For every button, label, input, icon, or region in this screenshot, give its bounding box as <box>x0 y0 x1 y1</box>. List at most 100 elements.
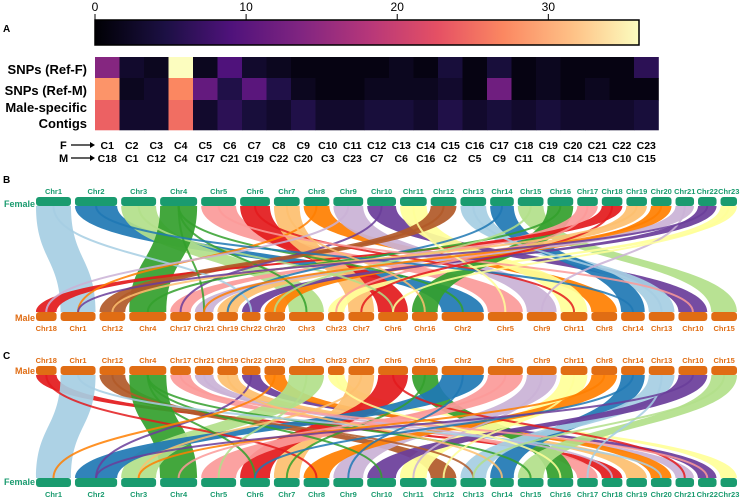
synteny-link <box>412 205 507 313</box>
colorbar-tick-label: 20 <box>391 0 405 14</box>
chromosome-label-bottom: Chr3 <box>130 490 147 499</box>
heatmap-cell <box>119 100 145 131</box>
heatmap-m-chromosome-label: C2 <box>444 153 458 165</box>
chromosome-block-top <box>430 197 457 206</box>
chromosome-block-top <box>36 366 57 375</box>
heatmap-cell <box>340 78 365 101</box>
chromosome-block-top <box>490 197 514 206</box>
panel-label-a: A <box>3 24 10 35</box>
heatmap-cell <box>634 78 659 101</box>
synteny-ribbon-chr6 <box>240 375 408 478</box>
chromosome-block-top <box>441 366 484 375</box>
heatmap-cell <box>438 57 463 79</box>
chromosome-label-bottom: Chr8 <box>308 490 325 499</box>
chromosome-block-top <box>675 197 695 206</box>
chromosome-block-bottom <box>711 312 737 321</box>
chromosome-block-top <box>577 197 598 206</box>
synteny-ribbon-chr22 <box>241 206 717 312</box>
chromosome-block-top <box>399 197 427 206</box>
synteny-link <box>217 205 694 313</box>
chromosome-label-top: Chr17 <box>170 356 191 365</box>
heatmap-m-chromosome-label: C14 <box>563 153 582 165</box>
chromosome-block-bottom <box>675 478 695 487</box>
heatmap-cell <box>291 100 316 131</box>
chromosome-label-top: Chr14 <box>491 187 513 196</box>
heatmap-column-labels: F M <box>59 140 95 165</box>
chromosome-label-bottom: Chr9 <box>533 324 550 333</box>
heatmap-cell <box>266 57 292 79</box>
chromosome-label-top: Chr11 <box>403 187 424 196</box>
chromosome-label-top: Chr22 <box>241 356 262 365</box>
heatmap-m-chromosome-label: C11 <box>514 153 533 165</box>
chromosome-label-bottom: Chr12 <box>102 324 123 333</box>
chromosome-label-bottom: Chr16 <box>414 324 435 333</box>
chromosome-block-bottom <box>160 478 198 487</box>
chromosome-label-top: Chr4 <box>139 356 157 365</box>
heatmap-f-chromosome-label: C12 <box>367 140 386 152</box>
chromosome-label-bottom: Chr18 <box>36 324 57 333</box>
heatmap-cell <box>119 78 145 101</box>
heatmap-cell <box>560 78 586 101</box>
synteny-link <box>111 205 445 313</box>
chromosome-label-top: Chr20 <box>264 356 285 365</box>
heatmap-f-chromosome-label: C23 <box>637 140 656 152</box>
chromosome-label-top: Chr1 <box>45 187 62 196</box>
synteny-link <box>177 374 507 479</box>
chromosome-label-top: Chr4 <box>170 187 188 196</box>
chromosome-block-bottom <box>517 478 544 487</box>
heatmap-f-chromosome-label: C1 <box>101 140 115 152</box>
chromosome-label-top: Chr18 <box>36 356 57 365</box>
heatmap-cell <box>585 78 610 101</box>
heatmap-cell <box>242 78 267 101</box>
heatmap-cell <box>364 100 390 131</box>
chromosome-block-top <box>217 366 238 375</box>
synteny-link <box>254 205 576 313</box>
synteny-link <box>254 374 634 479</box>
heatmap-f-chromosome-label: C14 <box>416 140 435 152</box>
synteny-ribbon-chr3 <box>121 375 324 478</box>
heatmap-row-labels: SNPs (Ref-F) SNPs (Ref-M) Male-specific … <box>5 62 87 131</box>
chromosome-block-top <box>333 197 364 206</box>
chromosome-block-top <box>650 197 672 206</box>
chromosome-block-top <box>487 366 523 375</box>
synteny-link <box>177 205 206 313</box>
chromosome-block-bottom <box>460 478 487 487</box>
chromosome-label-bottom: Chr8 <box>596 324 613 333</box>
chromosome-block-bottom <box>241 312 261 321</box>
chromosome-label-bottom: Chr1 <box>45 490 62 499</box>
colorbar: 0 10 20 30 <box>92 0 640 46</box>
chromosome-label-bottom: Chr11 <box>403 490 424 499</box>
chromosome-block-bottom <box>621 312 645 321</box>
chromosome-block-bottom <box>487 312 523 321</box>
chromosome-label-top: Chr7 <box>353 356 370 365</box>
heatmap-cell <box>266 100 292 131</box>
synteny-ribbon-chr15 <box>517 206 737 312</box>
heatmap-m-chromosome-label: C1 <box>125 153 139 165</box>
heatmap-f-chromosome-label: C18 <box>514 140 533 152</box>
heatmap-cell <box>364 57 390 79</box>
chromosome-label-top: Chr2 <box>454 356 471 365</box>
synteny-link <box>45 374 318 479</box>
heatmap-cell <box>536 78 561 101</box>
chromosome-label-bottom: Chr23 <box>718 490 739 499</box>
chromosome-block-bottom <box>303 478 330 487</box>
heatmap-m-chromosome-label: C6 <box>395 153 409 165</box>
heatmap-f-chromosome-label: C7 <box>248 140 262 152</box>
heatmap-cell <box>536 100 561 131</box>
heatmap-f-chromosome-label: C8 <box>272 140 286 152</box>
chromosome-block-top <box>60 366 96 375</box>
chromosome-block-top <box>194 366 214 375</box>
heatmap-cell <box>634 57 659 79</box>
heatmap-cell <box>438 78 463 101</box>
chromosome-label-top: Chr10 <box>682 356 703 365</box>
synteny-link <box>111 205 638 313</box>
synteny-link <box>203 205 663 313</box>
synteny-ribbon-chr1 <box>36 375 96 478</box>
chromosome-label-top: Chr12 <box>102 356 123 365</box>
chromosome-block-top <box>241 366 261 375</box>
heatmap-m-chromosome-label: C10 <box>612 153 631 165</box>
synteny-ribbon-chr2 <box>74 375 484 478</box>
chromosome-block-bottom <box>327 312 345 321</box>
synteny-panel-c: Chr18 Chr1 Chr12 Chr4 Chr17 Chr21 Chr19 Chr22 Ch… <box>36 356 740 499</box>
heatmap-m-chromosome-label: C12 <box>147 153 166 165</box>
